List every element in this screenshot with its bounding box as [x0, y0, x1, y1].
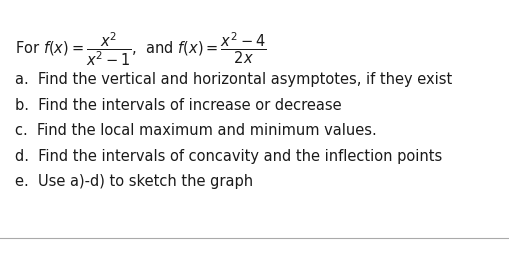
Text: d.  Find the intervals of concavity and the inflection points: d. Find the intervals of concavity and t… [15, 148, 441, 164]
Text: b.  Find the intervals of increase or decrease: b. Find the intervals of increase or dec… [15, 98, 341, 113]
Text: a.  Find the vertical and horizontal asymptotes, if they exist: a. Find the vertical and horizontal asym… [15, 72, 451, 87]
Text: e.  Use a)-d) to sketch the graph: e. Use a)-d) to sketch the graph [15, 174, 252, 189]
Text: For $f(x) = \dfrac{x^2}{x^2 - 1}$,  and $f(x) = \dfrac{x^2 - 4}{2x}$: For $f(x) = \dfrac{x^2}{x^2 - 1}$, and $… [15, 30, 266, 68]
Text: c.  Find the local maximum and minimum values.: c. Find the local maximum and minimum va… [15, 123, 376, 138]
